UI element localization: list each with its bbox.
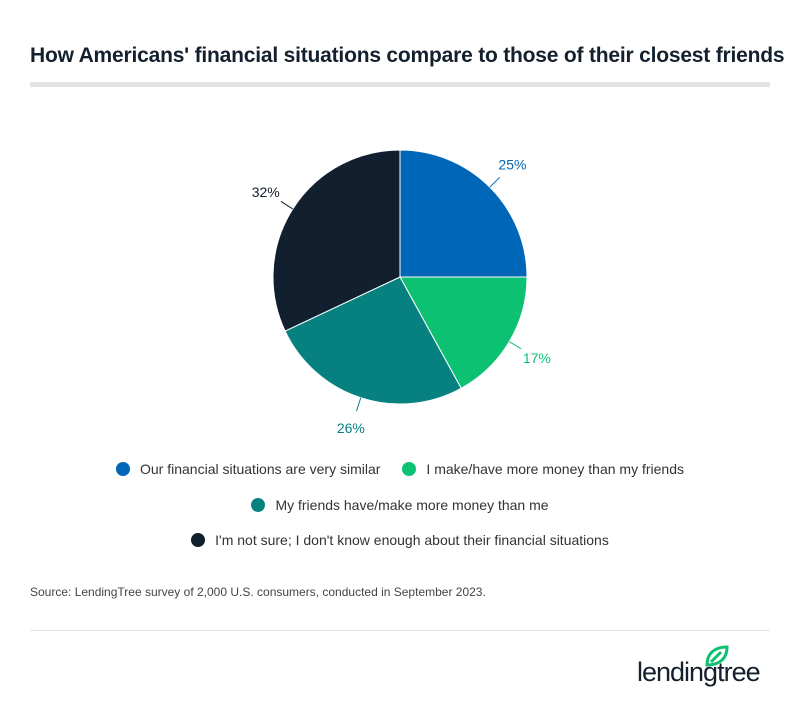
legend-label: My friends have/make more money than me xyxy=(275,497,549,513)
footer-divider xyxy=(30,630,770,631)
legend-row-1: Our financial situations are very simila… xyxy=(0,461,800,477)
leader-line xyxy=(509,341,522,350)
legend-marker-icon xyxy=(251,498,266,512)
pie-slice xyxy=(399,276,528,389)
legend-marker-icon xyxy=(402,462,417,476)
legend-label: I'm not sure; I don't know enough about … xyxy=(215,532,609,548)
pie-chart: 25% 17% 26% 32% xyxy=(252,149,551,436)
pie-slice xyxy=(284,276,462,405)
lendingtree-logo: lendingtree xyxy=(637,645,772,690)
legend-item-similar: Our financial situations are very simila… xyxy=(116,461,380,477)
leader-line xyxy=(489,176,501,188)
data-label: 25% xyxy=(498,157,526,173)
leaf-icon xyxy=(705,645,729,667)
legend-label: I make/have more money than my friends xyxy=(426,461,684,477)
pie-slice xyxy=(272,149,401,332)
legend-item-not-sure: I'm not sure; I don't know enough about … xyxy=(191,532,609,548)
leader-line xyxy=(355,397,362,412)
legend-marker-icon xyxy=(116,462,130,476)
data-label: 26% xyxy=(337,420,365,436)
data-label: 32% xyxy=(252,184,280,200)
legend-item-friends-more: My friends have/make more money than me xyxy=(251,497,549,513)
legend-marker-icon xyxy=(191,533,206,547)
legend-row-3: I'm not sure; I don't know enough about … xyxy=(0,532,800,548)
data-label: 17% xyxy=(523,350,551,366)
legend-row-2: My friends have/make more money than me xyxy=(0,497,800,513)
source-note: Source: LendingTree survey of 2,000 U.S.… xyxy=(30,585,486,599)
leader-line xyxy=(280,201,294,210)
legend-item-more-than-friends: I make/have more money than my friends xyxy=(402,461,684,477)
chart-title: How Americans' financial situations comp… xyxy=(30,44,785,67)
title-divider xyxy=(30,82,770,87)
legend-label: Our financial situations are very simila… xyxy=(140,461,381,477)
